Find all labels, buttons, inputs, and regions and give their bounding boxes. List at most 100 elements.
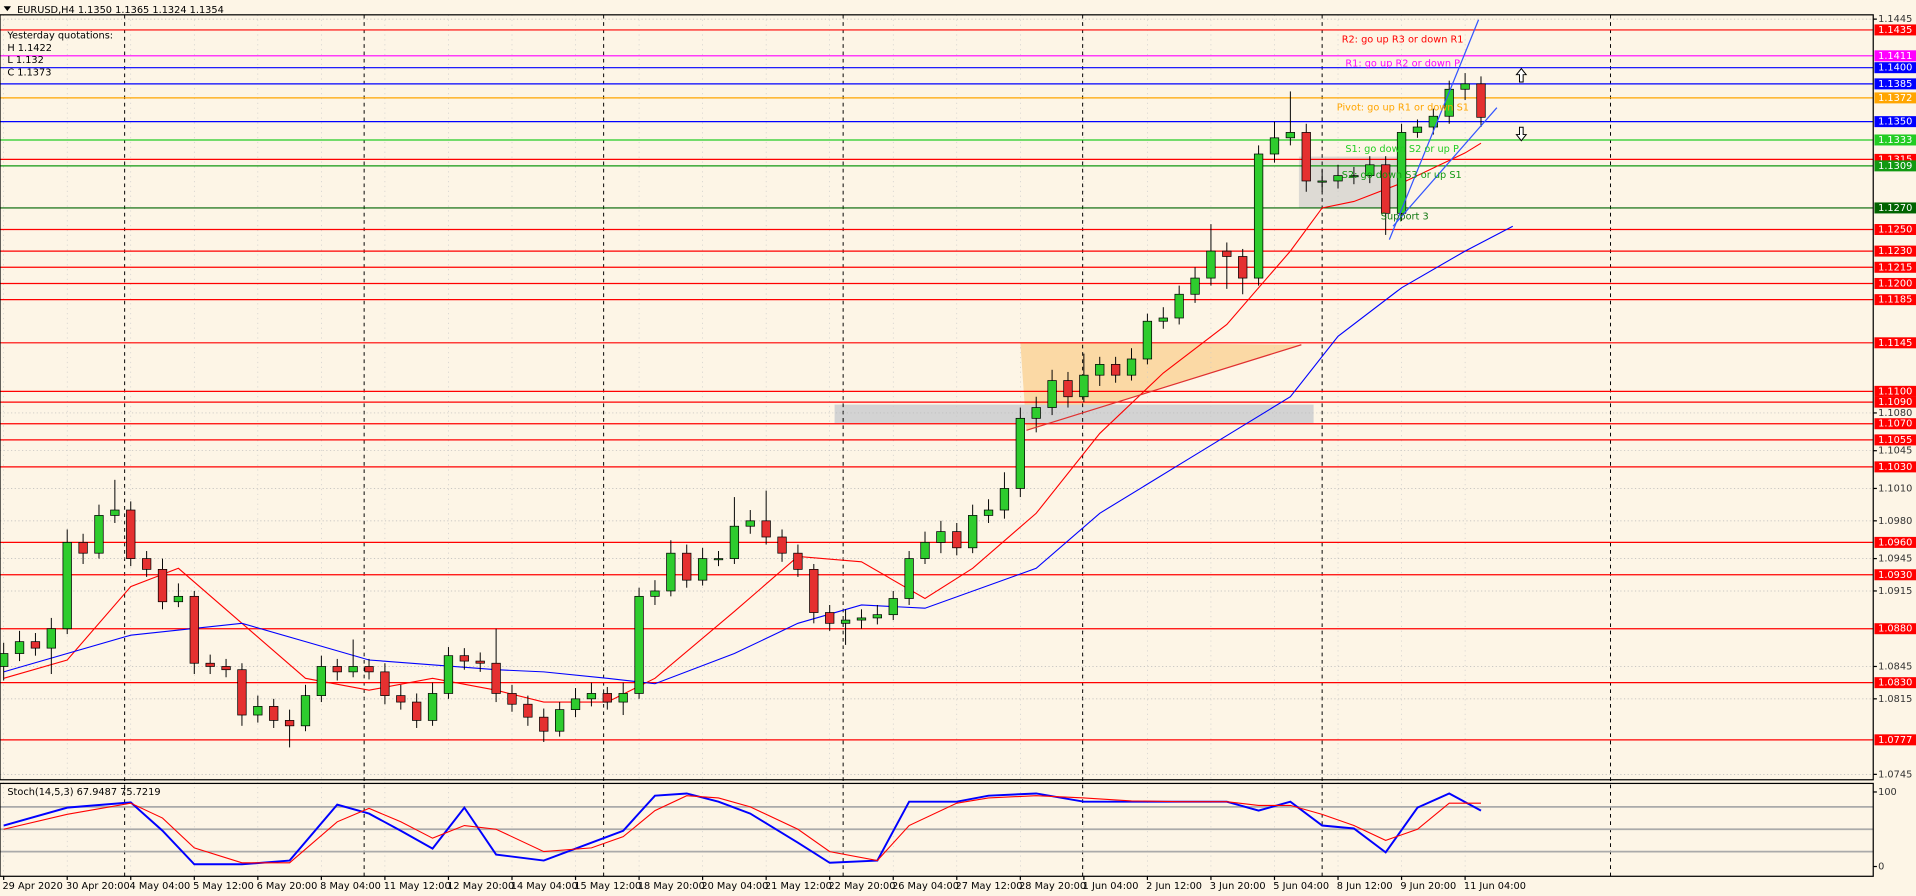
candle-body <box>1317 180 1327 183</box>
candle-body <box>1126 358 1137 376</box>
candle-body <box>952 531 962 549</box>
level-box <box>1874 623 1916 635</box>
stoch-line <box>3 795 1481 864</box>
candle-body <box>284 720 295 727</box>
candle-body <box>1222 250 1232 257</box>
level-label: 1.1411 <box>1878 51 1912 62</box>
channel-line <box>1388 19 1480 240</box>
level-box <box>1874 134 1916 146</box>
level-label: 1.0880 <box>1878 624 1912 635</box>
y-tick-label: 1.0980 <box>1878 516 1912 527</box>
candle-body <box>729 525 740 559</box>
level-label: 1.0930 <box>1878 570 1912 581</box>
candle-body <box>141 558 152 570</box>
candle-body <box>157 569 168 603</box>
x-tick-label: 14 May 04:00 <box>511 881 578 892</box>
level-box <box>1874 50 1916 62</box>
y-tick-label: 1.1045 <box>1878 446 1912 457</box>
stoch-panel-border <box>0 782 1874 877</box>
level-label: 1.1309 <box>1878 161 1912 172</box>
x-tick-label: 6 May 20:00 <box>257 881 318 892</box>
info-line: C 1.1373 <box>7 67 51 78</box>
channel-line <box>1392 107 1498 227</box>
candle-body <box>793 552 803 570</box>
y-tick-label: 1.0815 <box>1878 694 1912 705</box>
candle-body <box>46 628 56 649</box>
level-box <box>1874 277 1916 289</box>
candle-body <box>777 536 787 554</box>
candle-body <box>1142 320 1153 360</box>
level-label: 1.1070 <box>1878 419 1912 430</box>
x-tick-label: 20 May 04:00 <box>701 881 768 892</box>
candle-body <box>364 666 374 673</box>
y-tick-label: 1.1080 <box>1878 408 1912 419</box>
level-label: 1.1145 <box>1878 338 1912 349</box>
level-box <box>1874 418 1916 430</box>
candle-body <box>1031 407 1041 419</box>
candle-body <box>1110 364 1121 376</box>
x-tick-label: 15 May 12:00 <box>574 881 641 892</box>
candle-body <box>1253 153 1264 279</box>
levels <box>0 29 1874 741</box>
level-label: 1.1372 <box>1878 93 1912 104</box>
candle-body <box>523 703 533 718</box>
candle-body <box>983 509 994 516</box>
candle-body <box>840 619 851 624</box>
y-tick-label: 0 <box>1878 862 1884 873</box>
level-label: 1.1385 <box>1878 79 1912 90</box>
candle-body <box>1476 83 1486 118</box>
candle-body <box>507 693 517 705</box>
level-label: 1.1055 <box>1878 435 1912 446</box>
candle-body <box>586 693 597 700</box>
level-box <box>1874 385 1916 397</box>
marks <box>0 73 1514 866</box>
level-label: 1.1400 <box>1878 63 1912 74</box>
candle-body <box>412 701 422 721</box>
x-tick-label: 27 May 12:00 <box>956 881 1023 892</box>
level-label: 1.1250 <box>1878 225 1912 236</box>
annotation: S2: go down S3 or up S1 <box>1342 170 1462 181</box>
level-box <box>1874 677 1916 689</box>
x-tick-label: 28 May 20:00 <box>1019 881 1086 892</box>
candle-body <box>602 693 612 703</box>
x-tick-label: 5 Jun 04:00 <box>1273 881 1329 892</box>
candle-body <box>269 706 279 721</box>
stoch-line <box>3 792 1482 866</box>
candle-body <box>1285 132 1296 139</box>
candle-body <box>14 641 25 654</box>
x-tick-label: 9 Jun 20:00 <box>1400 881 1456 892</box>
candle-body <box>634 595 644 694</box>
candle-body <box>1412 126 1423 133</box>
candle-body <box>968 515 978 549</box>
level-box <box>1874 536 1916 548</box>
candle-body <box>745 520 755 527</box>
level-box <box>1874 92 1916 104</box>
candle-body <box>682 552 692 581</box>
y-tick-label: 1.0845 <box>1878 661 1912 672</box>
annotation: Support 3 <box>1381 211 1429 222</box>
candle-body <box>1333 175 1343 182</box>
trend-line <box>1026 344 1302 431</box>
level-label: 1.1200 <box>1878 278 1912 289</box>
info-line: L 1.132 <box>7 55 44 66</box>
candle-body <box>809 569 819 613</box>
drawings-front: EURUSD,H4 1.1350 1.1365 1.1324 1.1354 Ye… <box>0 5 1916 892</box>
candle-body <box>205 662 215 667</box>
candle-body <box>904 558 914 599</box>
level-label: 1.1100 <box>1878 386 1912 397</box>
level-box <box>1874 734 1916 746</box>
candle-body <box>888 598 898 616</box>
candle-body <box>1063 380 1073 398</box>
candle-body <box>1079 374 1089 398</box>
x-tick-label: 1 Jun 04:00 <box>1083 881 1139 892</box>
menu-icon <box>3 6 11 12</box>
level-box <box>1874 78 1916 90</box>
level-label: 1.0830 <box>1878 678 1912 689</box>
level-box <box>1874 396 1916 408</box>
level-label: 1.0777 <box>1878 735 1912 746</box>
level-box <box>1874 202 1916 214</box>
y-tick-label: 1.0945 <box>1878 554 1912 565</box>
level-label: 1.1270 <box>1878 203 1912 214</box>
x-tick-label: 5 May 12:00 <box>193 881 254 892</box>
